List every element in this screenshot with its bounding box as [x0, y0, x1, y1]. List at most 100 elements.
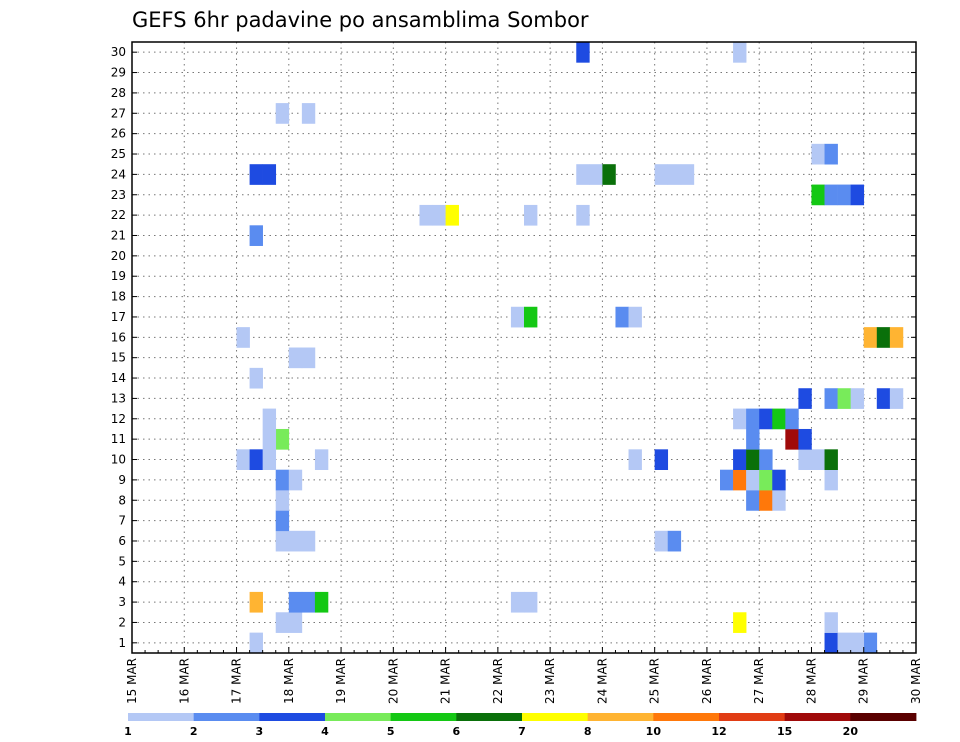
heatmap-cell [746, 469, 760, 491]
heatmap-cell [824, 143, 838, 165]
heatmap-cell [772, 408, 786, 430]
heatmap-cell [262, 449, 277, 470]
legend-swatch [522, 713, 589, 721]
heatmap-cell [759, 408, 773, 430]
heatmap-cell [510, 591, 525, 613]
heatmap-cell [824, 469, 838, 491]
y-tick-label: 4 [118, 575, 126, 589]
y-tick-label: 24 [111, 167, 126, 181]
heatmap-cell [798, 449, 812, 470]
y-tick-label: 26 [111, 127, 126, 141]
y-tick-label: 10 [111, 453, 126, 467]
heatmap-cell [733, 449, 747, 470]
heatmap-cell [576, 42, 590, 63]
heatmap-cell [824, 388, 838, 409]
heatmap-cell [733, 612, 747, 633]
x-tick-label: 23 MAR [543, 658, 557, 704]
legend-swatch [193, 713, 260, 721]
legend-swatch [128, 713, 195, 721]
heatmap-cell [746, 428, 760, 450]
heatmap-cell [275, 428, 290, 450]
heatmap-cell [824, 612, 838, 633]
legend-label: 5 [387, 725, 395, 738]
y-tick-label: 9 [118, 473, 126, 487]
heatmap-cell [720, 469, 734, 491]
y-tick-label: 12 [111, 412, 126, 426]
y-tick-label: 30 [111, 45, 126, 59]
heatmap-cell [837, 632, 851, 654]
x-tick-label: 22 MAR [491, 658, 505, 704]
y-tick-label: 23 [111, 188, 126, 202]
legend-label: 7 [518, 725, 526, 738]
heatmap-cell [524, 204, 538, 226]
heatmap-cell [889, 327, 904, 348]
heatmap-cell [850, 388, 865, 409]
heatmap-cell [824, 449, 838, 470]
heatmap-cell [850, 184, 865, 206]
legend-label: 3 [256, 725, 264, 738]
y-tick-label: 2 [118, 615, 126, 629]
heatmap-cell [419, 204, 433, 226]
legend: 1 2 3 4 5 6 7 8 10 12 15 20 [124, 713, 917, 738]
heatmap-cell [824, 632, 838, 654]
y-tick-label: 8 [118, 493, 126, 507]
heatmap-cell [576, 164, 590, 185]
legend-label: 1 [124, 725, 132, 738]
heatmap-cell [667, 530, 682, 552]
legend-swatch [390, 713, 457, 721]
heatmap-cell [785, 408, 799, 430]
x-tick-label: 18 MAR [282, 658, 296, 704]
heatmap-cell [275, 612, 290, 633]
heatmap-cell [628, 306, 642, 328]
heatmap-cell [759, 490, 773, 511]
heatmap-cell [314, 591, 329, 613]
data-cells [236, 42, 904, 654]
heatmap-cell [811, 449, 825, 470]
x-tick-label: 28 MAR [804, 658, 818, 704]
heatmap-cell [301, 530, 316, 552]
heatmap-cell [733, 469, 747, 491]
legend-swatch [587, 713, 654, 721]
heatmap-cell [288, 347, 303, 369]
y-tick-label: 15 [111, 351, 126, 365]
heatmap-cell [811, 143, 825, 165]
heatmap-cell [236, 327, 250, 348]
heatmap-cell [288, 612, 303, 633]
legend-swatch [325, 713, 392, 721]
heatmap-cell [249, 449, 263, 470]
heatmap-cell [589, 164, 603, 185]
heatmap-cell [275, 469, 290, 491]
heatmap-cell [772, 469, 786, 491]
y-tick-label: 14 [111, 371, 126, 385]
heatmap-cell [746, 449, 760, 470]
legend-label: 10 [646, 725, 662, 738]
heatmap-cell [262, 408, 277, 430]
heatmap-cell [275, 510, 290, 532]
heatmap-cell [746, 490, 760, 511]
heatmap-cell [576, 204, 590, 226]
heatmap-cell [615, 306, 629, 328]
y-tick-label: 6 [118, 534, 126, 548]
heatmap-cell [249, 367, 263, 389]
y-tick-label: 27 [111, 106, 126, 120]
heatmap-cell [275, 490, 290, 511]
y-tick-label: 7 [118, 514, 126, 528]
x-tick-label: 27 MAR [752, 658, 766, 704]
legend-swatch [259, 713, 326, 721]
heatmap-cell [275, 530, 290, 552]
heatmap-cell [249, 225, 263, 246]
y-tick-label: 13 [111, 391, 126, 405]
x-tick-label: 24 MAR [595, 658, 609, 704]
y-tick-label: 18 [111, 290, 126, 304]
legend-swatch [653, 713, 720, 721]
x-axis: 15 MAR 16 MAR 17 MAR 18 MAR 19 MAR 20 MAR 21 M… [125, 647, 923, 704]
heatmap-cell [850, 632, 865, 654]
y-tick-label: 19 [111, 269, 126, 283]
x-tick-label: 20 MAR [386, 658, 400, 704]
y-tick-label: 1 [118, 636, 126, 650]
legend-label: 8 [584, 725, 592, 738]
heatmap-cell [746, 408, 760, 430]
heatmap-cell [654, 530, 669, 552]
x-tick-label: 21 MAR [439, 658, 453, 704]
y-tick-label: 5 [118, 554, 126, 568]
